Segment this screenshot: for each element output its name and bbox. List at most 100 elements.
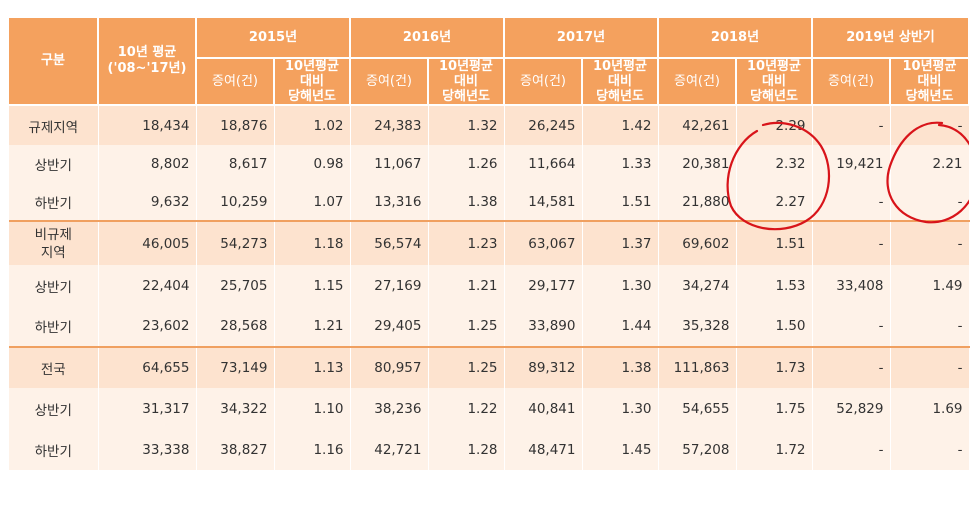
ratio-cell: 1.33 (582, 145, 659, 183)
header-ratio: 10년평균 대비 당해년도 (890, 58, 970, 106)
header-gift-count: 증여(건) (196, 58, 275, 106)
ratio-cell: 0.98 (274, 145, 351, 183)
gift-statistics-table: 구분 10년 평균 ('08~'17년) 2015년 2016년 2017년 2… (9, 18, 970, 470)
gift-count-cell: 8,617 (196, 145, 275, 183)
gift-count-cell: 27,169 (350, 265, 429, 306)
header-ratio-line: 10년평균 (747, 59, 801, 74)
header-ten-year-average: 10년 평균 ('08~'17년) (98, 18, 197, 106)
ratio-cell: 2.32 (736, 145, 813, 183)
ratio-cell: 1.30 (582, 388, 659, 429)
ratio-cell: 1.22 (428, 388, 505, 429)
gift-count-cell: 20,381 (658, 145, 737, 183)
header-ratio: 10년평균 대비 당해년도 (274, 58, 351, 106)
ratio-cell: 1.25 (428, 347, 505, 388)
row-label: 상반기 (9, 265, 99, 306)
gift-count-cell: 14,581 (504, 183, 583, 221)
ratio-cell: 1.02 (274, 105, 351, 145)
table-container: 구분 10년 평균 ('08~'17년) 2015년 2016년 2017년 2… (9, 18, 970, 470)
ratio-cell: 1.10 (274, 388, 351, 429)
header-ratio-line: 당해년도 (596, 89, 644, 104)
gift-count-cell: 25,705 (196, 265, 275, 306)
ten-year-average-cell: 18,434 (98, 105, 197, 145)
ratio-cell: 1.07 (274, 183, 351, 221)
ratio-cell: 1.73 (736, 347, 813, 388)
header-ratio: 10년평균 대비 당해년도 (428, 58, 505, 106)
ratio-cell: - (890, 429, 970, 470)
header-ratio-line: 10년평균 (902, 59, 957, 74)
header-year-2017: 2017년 (504, 18, 659, 59)
ratio-cell: 1.49 (890, 265, 970, 306)
header-gift-count: 증여(건) (504, 58, 583, 106)
ratio-cell: 2.27 (736, 183, 813, 221)
gift-count-cell: 24,383 (350, 105, 429, 145)
table-row: 상반기 31,317 34,322 1.10 38,236 1.22 40,841 1.30 5… (9, 388, 970, 429)
row-label: 규제지역 (9, 105, 99, 145)
gift-count-cell: 19,421 (812, 145, 891, 183)
table-row: 전국 64,655 73,149 1.13 80,957 1.25 89,312 1.38 11… (9, 347, 970, 388)
ratio-cell: - (890, 306, 970, 347)
header-ratio-line: 대비 (300, 74, 324, 89)
ten-year-average-cell: 22,404 (98, 265, 197, 306)
ratio-cell: 1.23 (428, 221, 505, 265)
header-ratio-line: 대비 (454, 74, 478, 89)
ten-year-average-cell: 23,602 (98, 306, 197, 347)
ratio-cell: 1.38 (582, 347, 659, 388)
table-row: 상반기 8,802 8,617 0.98 11,067 1.26 11,664 1.33 20,… (9, 145, 970, 183)
gift-count-cell: 33,408 (812, 265, 891, 306)
gift-count-cell: 57,208 (658, 429, 737, 470)
row-label: 하반기 (9, 183, 99, 221)
header-year-2015: 2015년 (196, 18, 351, 59)
table-row: 하반기 33,338 38,827 1.16 42,721 1.28 48,471 1.45 5… (9, 429, 970, 470)
ratio-cell: 1.72 (736, 429, 813, 470)
gift-count-cell: 38,236 (350, 388, 429, 429)
header-ratio: 10년평균 대비 당해년도 (582, 58, 659, 106)
ratio-cell: - (890, 183, 970, 221)
ratio-cell: 1.37 (582, 221, 659, 265)
table-row: 상반기 22,404 25,705 1.15 27,169 1.21 29,177 1.30 3… (9, 265, 970, 306)
gift-count-cell: 73,149 (196, 347, 275, 388)
ten-year-average-cell: 9,632 (98, 183, 197, 221)
gift-count-cell: 10,259 (196, 183, 275, 221)
table-row: 규제지역 18,434 18,876 1.02 24,383 1.32 26,245 1.42… (9, 105, 970, 145)
ratio-cell: 1.16 (274, 429, 351, 470)
gift-count-cell: 52,829 (812, 388, 891, 429)
gift-count-cell: - (812, 306, 891, 347)
gift-count-cell: 54,273 (196, 221, 275, 265)
table-row: 하반기 9,632 10,259 1.07 13,316 1.38 14,581 1.51 21… (9, 183, 970, 221)
header-ratio-line: 10년평균 (439, 59, 493, 74)
ratio-cell: 2.21 (890, 145, 970, 183)
gift-count-cell: 42,721 (350, 429, 429, 470)
ratio-cell: - (890, 221, 970, 265)
gift-count-cell: - (812, 429, 891, 470)
gift-count-cell: - (812, 183, 891, 221)
ratio-cell: 1.18 (274, 221, 351, 265)
gift-count-cell: 29,405 (350, 306, 429, 347)
gift-count-cell: 40,841 (504, 388, 583, 429)
header-ratio-line: 당해년도 (288, 89, 336, 104)
header-ratio-line: 대비 (608, 74, 632, 89)
gift-count-cell: 21,880 (658, 183, 737, 221)
row-label: 상반기 (9, 388, 99, 429)
ratio-cell: 1.51 (736, 221, 813, 265)
table-header: 구분 10년 평균 ('08~'17년) 2015년 2016년 2017년 2… (9, 18, 970, 106)
gift-count-cell: 69,602 (658, 221, 737, 265)
header-ratio-line: 당해년도 (905, 89, 954, 104)
ratio-cell: 1.28 (428, 429, 505, 470)
gift-count-cell: 56,574 (350, 221, 429, 265)
gift-count-cell: 111,863 (658, 347, 737, 388)
gift-count-cell: - (812, 105, 891, 145)
ratio-cell: 1.26 (428, 145, 505, 183)
gift-count-cell: 13,316 (350, 183, 429, 221)
ten-year-average-cell: 8,802 (98, 145, 197, 183)
ten-year-average-cell: 64,655 (98, 347, 197, 388)
gift-count-cell: 54,655 (658, 388, 737, 429)
ratio-cell: 1.45 (582, 429, 659, 470)
row-label: 하반기 (9, 429, 99, 470)
gift-count-cell: - (812, 347, 891, 388)
header-year-2018: 2018년 (658, 18, 813, 59)
header-ratio-line: 10년평균 (593, 59, 647, 74)
ratio-cell: 1.25 (428, 306, 505, 347)
ten-year-average-cell: 33,338 (98, 429, 197, 470)
ratio-cell: - (890, 105, 970, 145)
ratio-cell: 1.69 (890, 388, 970, 429)
